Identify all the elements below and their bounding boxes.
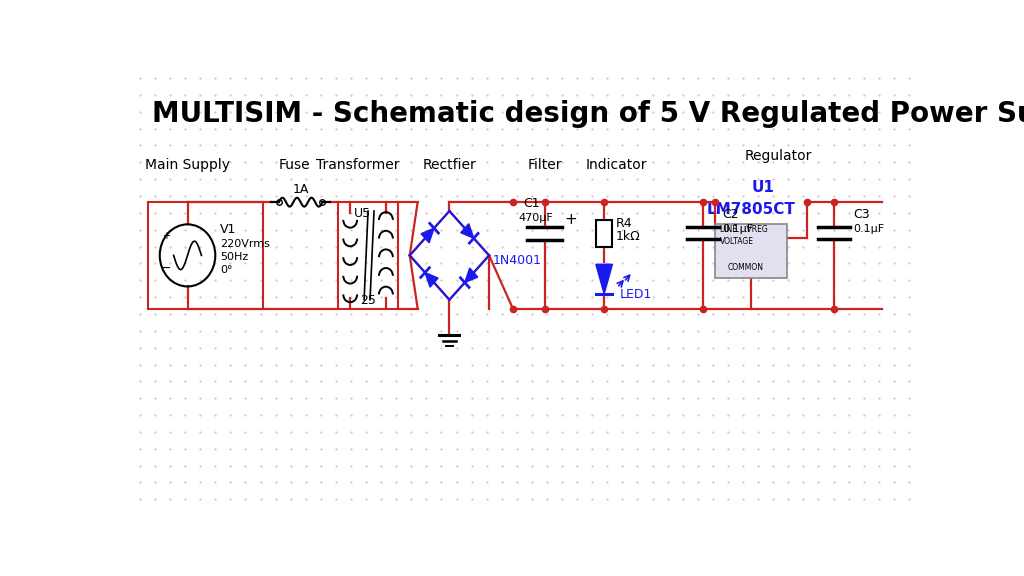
- Text: LED1: LED1: [621, 287, 652, 301]
- Text: VOLTAGE: VOLTAGE: [720, 237, 754, 247]
- Text: C2: C2: [722, 208, 739, 221]
- Polygon shape: [461, 223, 474, 238]
- Text: V1: V1: [220, 223, 237, 236]
- Text: 1N4001: 1N4001: [494, 254, 542, 267]
- Text: MULTISIM - Schematic design of 5 V Regulated Power Supply: MULTISIM - Schematic design of 5 V Regul…: [152, 100, 1024, 128]
- Text: U1: U1: [752, 180, 774, 195]
- Text: 1A: 1A: [293, 183, 309, 196]
- Text: Regulator: Regulator: [745, 149, 812, 163]
- Text: U5: U5: [353, 207, 371, 221]
- Polygon shape: [421, 228, 434, 242]
- Text: −: −: [161, 262, 171, 275]
- Text: LINE    VREG: LINE VREG: [720, 225, 768, 234]
- Polygon shape: [596, 264, 612, 294]
- Text: LM7805CT: LM7805CT: [707, 202, 796, 217]
- Text: Main Supply: Main Supply: [145, 158, 230, 172]
- Text: C3: C3: [853, 208, 870, 221]
- Bar: [596, 220, 612, 247]
- Text: 50Hz: 50Hz: [220, 252, 248, 262]
- Text: Rectfier: Rectfier: [423, 158, 476, 172]
- Text: 0.1μF: 0.1μF: [722, 224, 754, 234]
- Bar: [338, 202, 398, 309]
- Text: 0.1μF: 0.1μF: [853, 224, 885, 234]
- Polygon shape: [425, 272, 438, 287]
- Bar: [147, 202, 263, 309]
- Text: +: +: [162, 230, 170, 241]
- Text: COMMON: COMMON: [727, 263, 763, 272]
- Polygon shape: [465, 268, 478, 283]
- Bar: [716, 224, 786, 278]
- Text: R4: R4: [615, 217, 632, 230]
- Text: 1kΩ: 1kΩ: [615, 230, 640, 243]
- Text: 220Vrms: 220Vrms: [220, 238, 270, 248]
- Text: 25: 25: [360, 294, 376, 307]
- Text: Filter: Filter: [527, 158, 562, 172]
- Text: Fuse: Fuse: [279, 158, 310, 172]
- Text: C1: C1: [523, 196, 540, 210]
- Text: 0°: 0°: [220, 265, 232, 275]
- Text: Transformer: Transformer: [316, 158, 400, 172]
- Text: 470μF: 470μF: [519, 213, 554, 223]
- Text: +: +: [564, 213, 578, 228]
- Text: Indicator: Indicator: [586, 158, 647, 172]
